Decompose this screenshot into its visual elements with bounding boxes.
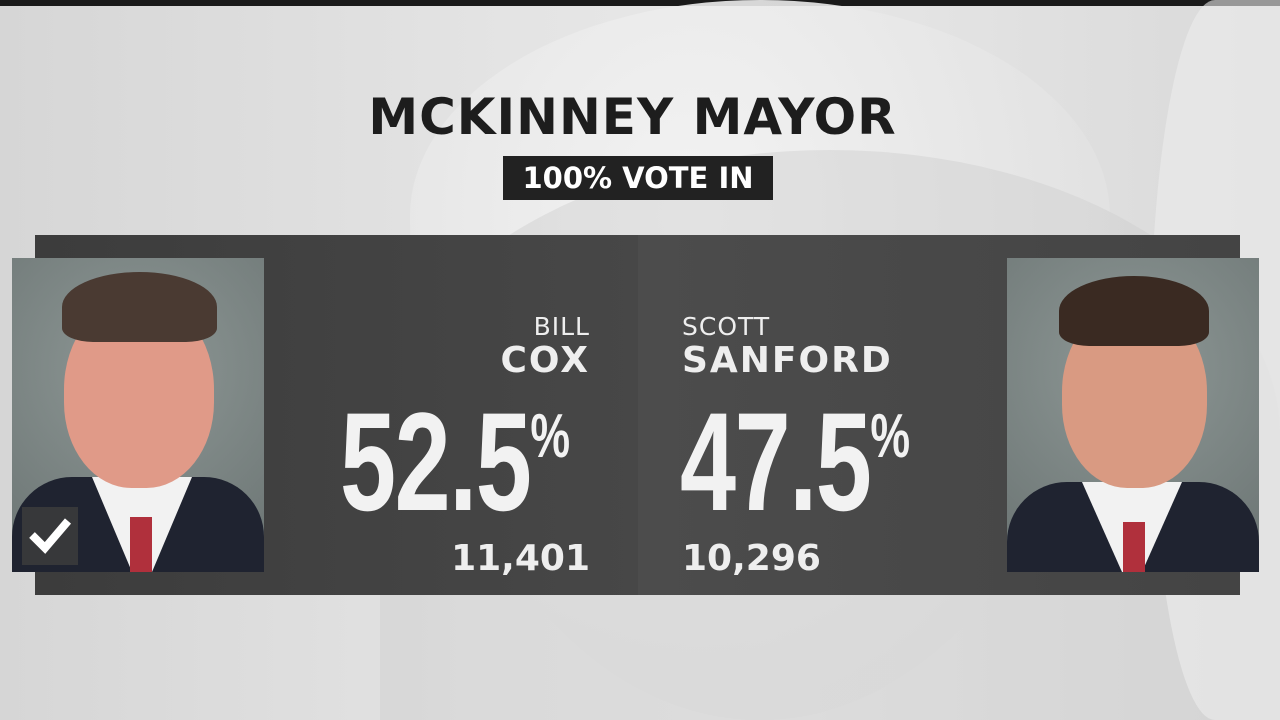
candidate-votes: 11,401: [451, 538, 590, 579]
vote-status-badge: 100% VOTE IN: [503, 156, 773, 200]
top-bar: [0, 0, 1280, 6]
candidate-photo-sanford: [1007, 258, 1259, 572]
candidate-photo-cox: [12, 258, 264, 572]
candidate-percent: 47.5%: [680, 392, 910, 532]
candidate-votes: 10,296: [682, 538, 821, 579]
candidate-first-name: SCOTT: [682, 312, 771, 341]
candidate-last-name: SANFORD: [682, 340, 893, 381]
candidate-percent: 52.5%: [340, 392, 570, 532]
candidate-last-name: COX: [500, 340, 590, 381]
percent-sign: %: [870, 402, 910, 471]
winner-checkmark-icon: [22, 507, 78, 565]
percent-value: 47.5: [680, 383, 872, 540]
percent-sign: %: [530, 402, 570, 471]
percent-value: 52.5: [340, 383, 532, 540]
candidate-first-name: BILL: [533, 312, 590, 341]
race-title: MCKINNEY MAYOR: [368, 88, 897, 146]
